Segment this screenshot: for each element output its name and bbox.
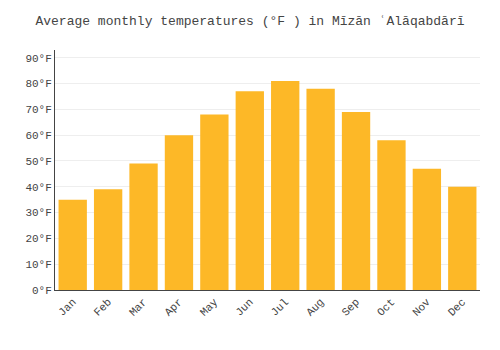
svg-text:20°F: 20°F	[25, 233, 51, 245]
svg-text:10°F: 10°F	[25, 259, 51, 271]
svg-text:Oct: Oct	[375, 296, 397, 318]
svg-text:Apr: Apr	[162, 296, 184, 318]
svg-text:Nov: Nov	[410, 296, 433, 319]
svg-text:50°F: 50°F	[25, 156, 51, 168]
svg-text:30°F: 30°F	[25, 207, 51, 219]
svg-text:Jul: Jul	[269, 296, 291, 318]
svg-text:Jan: Jan	[56, 296, 78, 318]
svg-text:Sep: Sep	[340, 296, 362, 318]
svg-text:0°F: 0°F	[32, 285, 52, 297]
svg-text:Mar: Mar	[127, 296, 149, 318]
svg-text:60°F: 60°F	[25, 130, 51, 142]
svg-text:40°F: 40°F	[25, 182, 51, 194]
svg-text:90°F: 90°F	[25, 53, 51, 65]
svg-text:80°F: 80°F	[25, 78, 51, 90]
svg-text:Jun: Jun	[233, 296, 255, 318]
svg-text:Aug: Aug	[304, 296, 326, 318]
svg-text:Dec: Dec	[446, 296, 468, 318]
svg-text:Feb: Feb	[92, 296, 114, 318]
svg-text:May: May	[198, 296, 221, 319]
svg-text:Average monthly temperatures (: Average monthly temperatures (°F ) in Mī…	[35, 14, 464, 29]
svg-text:70°F: 70°F	[25, 104, 51, 116]
